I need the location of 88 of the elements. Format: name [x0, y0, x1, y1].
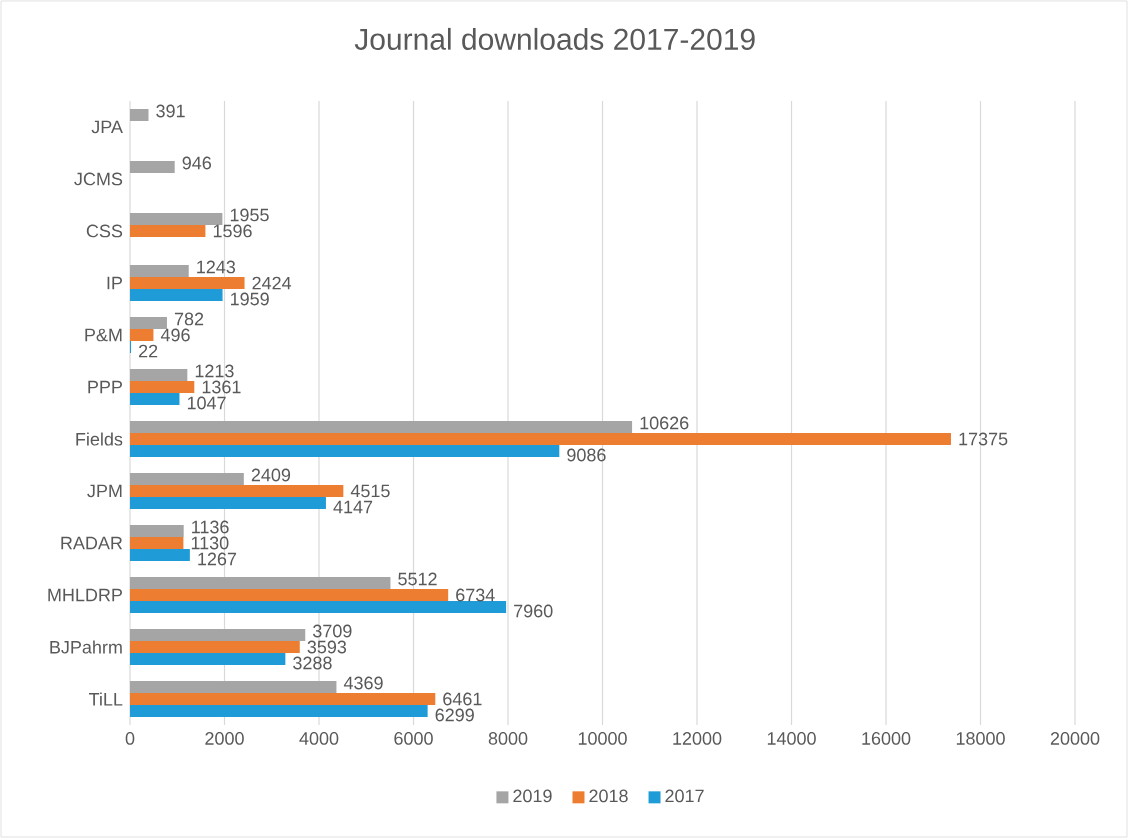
bar	[130, 484, 344, 497]
x-tick-label: 12000	[673, 732, 722, 745]
data-label: 1955	[230, 208, 269, 222]
data-label: 1136	[192, 520, 229, 534]
bar	[130, 328, 154, 341]
y-tick-label: JCMS	[74, 172, 123, 186]
bar	[130, 420, 633, 433]
data-label: 7960	[514, 604, 553, 618]
y-tick-label: TiLL	[89, 692, 123, 706]
data-label: 1267	[198, 552, 237, 566]
y-tick-label: CSS	[86, 224, 123, 238]
y-tick-label: MHLDRP	[48, 588, 122, 602]
bar	[130, 524, 184, 537]
data-label: 9086	[567, 448, 606, 462]
data-label: 1959	[231, 292, 269, 306]
bar	[130, 652, 286, 665]
data-label: 391	[156, 104, 185, 118]
y-tick-label: IP	[107, 276, 123, 290]
y-tick-label: Fields	[76, 432, 123, 446]
x-tick-label: 4000	[299, 732, 339, 745]
data-label: 4369	[343, 676, 383, 690]
data-label: 782	[174, 312, 204, 326]
y-tick-label: BJPahrm	[50, 640, 122, 654]
data-label: 1130	[191, 536, 229, 550]
bar	[130, 108, 149, 121]
x-tick-label: 6000	[394, 732, 433, 745]
data-label: 4147	[333, 500, 373, 514]
bar	[130, 577, 391, 589]
bar	[130, 640, 300, 653]
bar	[130, 445, 560, 457]
chart-title: Journal downloads 2017-2019	[354, 27, 755, 50]
bar	[130, 316, 167, 329]
data-label: 1047	[187, 396, 226, 410]
data-label: 17375	[959, 432, 1008, 446]
bar	[130, 380, 195, 393]
x-tick-label: 8000	[488, 732, 528, 745]
x-tick-label: 20000	[1050, 732, 1100, 745]
bar	[130, 368, 188, 381]
data-label: 1596	[213, 224, 252, 238]
data-label: 1243	[197, 260, 236, 274]
data-label: 10626	[640, 416, 689, 430]
data-label: 3288	[293, 656, 332, 670]
data-label: 4515	[350, 484, 390, 498]
bar	[130, 680, 337, 693]
data-label: 2424	[252, 276, 292, 290]
legend-label: 2019	[513, 789, 552, 803]
data-label: 3593	[307, 640, 347, 654]
bar	[130, 692, 436, 705]
x-tick-label: 10000	[578, 732, 627, 745]
bar	[130, 496, 326, 509]
bar	[130, 548, 190, 561]
legend-label: 2017	[665, 789, 704, 803]
bar	[130, 628, 306, 641]
data-label: 1361	[202, 380, 241, 394]
bar	[130, 536, 184, 549]
data-label: 2409	[251, 468, 291, 482]
bar	[130, 212, 223, 225]
x-tick-label: 16000	[862, 732, 911, 745]
data-label: 946	[182, 156, 212, 170]
data-label: 5512	[398, 572, 437, 586]
data-label: 496	[160, 328, 190, 342]
data-label: 3709	[313, 624, 352, 638]
bar	[130, 160, 175, 173]
bar	[130, 288, 223, 301]
data-label: 6299	[435, 708, 474, 722]
x-tick-label: 2000	[205, 732, 244, 745]
bar	[130, 276, 245, 289]
y-tick-label: PPP	[88, 380, 123, 394]
y-tick-label: JPM	[87, 484, 122, 498]
x-tick-label: 18000	[956, 732, 1005, 745]
x-tick-label: 14000	[767, 732, 816, 745]
legend-label: 2018	[589, 789, 628, 803]
bar	[130, 224, 206, 237]
bar	[130, 472, 244, 485]
bar	[130, 264, 189, 277]
bar	[130, 704, 428, 717]
x-tick-label: 0	[125, 732, 135, 745]
data-label: 22	[139, 344, 158, 358]
bar	[130, 600, 507, 613]
bar	[130, 588, 449, 601]
data-label: 6461	[443, 692, 482, 706]
data-label: 1213	[195, 364, 234, 378]
y-tick-label: RADAR	[61, 536, 123, 550]
y-tick-label: JPA	[91, 120, 123, 134]
y-tick-label: P&M	[85, 328, 122, 342]
bar	[130, 432, 951, 445]
bar	[130, 392, 180, 405]
data-label: 6734	[456, 588, 495, 602]
